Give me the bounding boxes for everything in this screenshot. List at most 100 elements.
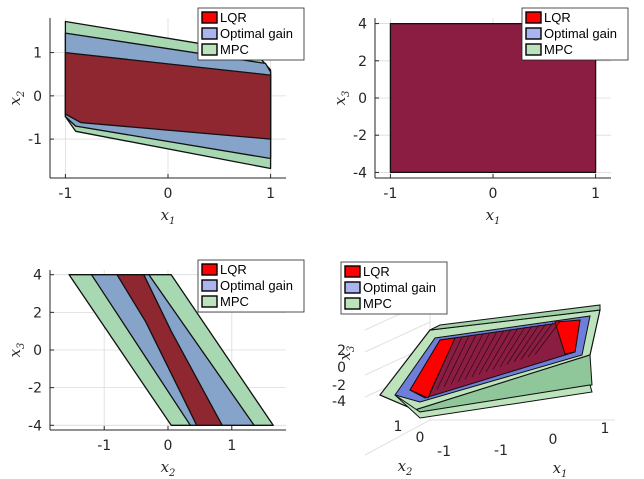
x-axis-label-text: x1 bbox=[486, 206, 501, 227]
x-tick-label: -1 bbox=[58, 186, 72, 202]
y-tick-label: 0 bbox=[33, 343, 42, 359]
legend-swatch-optimal bbox=[344, 281, 361, 294]
legend-swatch-mpc bbox=[201, 43, 218, 56]
y-axis-label-base: x bbox=[6, 348, 24, 357]
y-tick-label: -2 bbox=[28, 381, 42, 397]
lqr-hatch bbox=[443, 335, 470, 388]
y-tick-label: 1 bbox=[33, 46, 42, 62]
legend-swatch-optimal bbox=[525, 27, 542, 40]
x-axis-label: x1 bbox=[486, 206, 501, 227]
x-axis-label-base: x bbox=[553, 459, 562, 477]
lqr-hatch bbox=[457, 333, 484, 383]
region-lqr bbox=[64, 51, 272, 140]
mpc-face-rim bbox=[429, 304, 601, 331]
lqr-hatch bbox=[534, 321, 561, 355]
z-axis-label-text: x3 bbox=[336, 346, 357, 361]
y-axis-label: x2 bbox=[398, 457, 413, 478]
y-axis-label-sub: 3 bbox=[16, 343, 27, 349]
lqr-hatch bbox=[471, 331, 498, 378]
x-tick-label: -1 bbox=[383, 186, 397, 202]
y-tick-label: 2 bbox=[358, 54, 367, 70]
x-axis-label-sub: 1 bbox=[561, 469, 567, 479]
y-axis-label-base: x bbox=[398, 457, 407, 475]
x-axis-label-text: x1 bbox=[161, 206, 176, 227]
y-axis-label-base: x bbox=[331, 96, 349, 105]
y-tick-label: -4 bbox=[28, 418, 42, 434]
z-axis-label: x3 bbox=[336, 346, 357, 361]
y-axis-label-text: x3 bbox=[6, 343, 27, 358]
lqr-hatch bbox=[429, 337, 456, 393]
x-tick-label: 0 bbox=[489, 186, 498, 202]
legend-swatch-optimal bbox=[201, 279, 218, 292]
x-axis-label-sub: 2 bbox=[168, 468, 175, 479]
x-axis-label-sub: 1 bbox=[169, 216, 175, 227]
y-tick-label: -2 bbox=[353, 128, 367, 144]
mpc-face-bottom bbox=[394, 384, 593, 419]
lqr-hatch bbox=[520, 323, 547, 360]
x-axis-label-base: x bbox=[161, 458, 170, 476]
legend-entry-lqr: LQR bbox=[363, 264, 390, 279]
region-lqr bbox=[116, 274, 223, 426]
legend-swatch-mpc bbox=[525, 43, 542, 56]
y-tick-label: 1 bbox=[394, 419, 403, 435]
y-tick-label: 4 bbox=[33, 268, 42, 284]
x-axis-label-text: x1 bbox=[553, 459, 568, 479]
y-tick-label: 2 bbox=[33, 305, 42, 321]
x-axis-label: x1 bbox=[553, 459, 568, 479]
lqr-hatch bbox=[485, 329, 512, 373]
legend-entry-optimal: Optimal gain bbox=[544, 26, 617, 41]
legend-entry-lqr: LQR bbox=[220, 10, 247, 25]
legend-swatch-lqr bbox=[201, 263, 218, 276]
grid-z bbox=[364, 321, 431, 353]
legend-swatch-lqr bbox=[525, 11, 542, 24]
y-tick-label: -1 bbox=[28, 132, 42, 148]
x-tick-label: 0 bbox=[164, 186, 173, 202]
legend-entry-lqr: LQR bbox=[220, 262, 247, 277]
x-tick-label: 0 bbox=[164, 438, 173, 454]
x-axis-label-text: x2 bbox=[161, 458, 176, 479]
legend-entry-optimal: Optimal gain bbox=[220, 278, 293, 293]
lqr-hatch bbox=[478, 330, 505, 375]
legend-swatch-mpc bbox=[201, 295, 218, 308]
y-axis-label-sub: 2 bbox=[16, 91, 27, 98]
y-axis-label-text: x3 bbox=[331, 91, 352, 106]
legend-swatch-mpc bbox=[344, 297, 361, 310]
y-axis-label-sub: 3 bbox=[341, 91, 352, 97]
legend-entry-mpc: MPC bbox=[544, 42, 573, 57]
y-axis-label-text: x2 bbox=[398, 457, 413, 478]
legend-entry-mpc: MPC bbox=[363, 296, 392, 311]
x-tick-label: 1 bbox=[601, 421, 610, 437]
legend-swatch-lqr bbox=[344, 265, 361, 278]
region-lqr bbox=[409, 319, 581, 399]
y-axis-label-sub: 2 bbox=[405, 467, 412, 478]
lqr-hatch bbox=[464, 332, 491, 380]
lqr-face-right bbox=[554, 319, 581, 355]
y-axis-label: x3 bbox=[331, 91, 352, 106]
lqr-hatch bbox=[527, 322, 554, 358]
z-tick-label: -2 bbox=[332, 378, 346, 394]
legend-swatch-lqr bbox=[201, 11, 218, 24]
legend-entry-optimal: Optimal gain bbox=[363, 280, 436, 295]
x-axis-label-base: x bbox=[486, 206, 495, 224]
z-axis-label-base: x bbox=[336, 351, 354, 360]
lqr-hatch bbox=[499, 326, 526, 368]
y-axis-label: x3 bbox=[6, 343, 27, 358]
z-tick-label: -4 bbox=[332, 394, 346, 410]
x-tick-label: -1 bbox=[494, 443, 508, 459]
legend-entry-optimal: Optimal gain bbox=[220, 26, 293, 41]
x-tick-label: 1 bbox=[591, 186, 600, 202]
x-axis-label-sub: 1 bbox=[494, 216, 500, 227]
lqr-hatch bbox=[436, 336, 463, 390]
y-tick-label: 0 bbox=[33, 89, 42, 105]
legend-swatch-optimal bbox=[201, 27, 218, 40]
lqr-hatch bbox=[506, 325, 533, 365]
x-axis-label: x2 bbox=[161, 458, 176, 479]
